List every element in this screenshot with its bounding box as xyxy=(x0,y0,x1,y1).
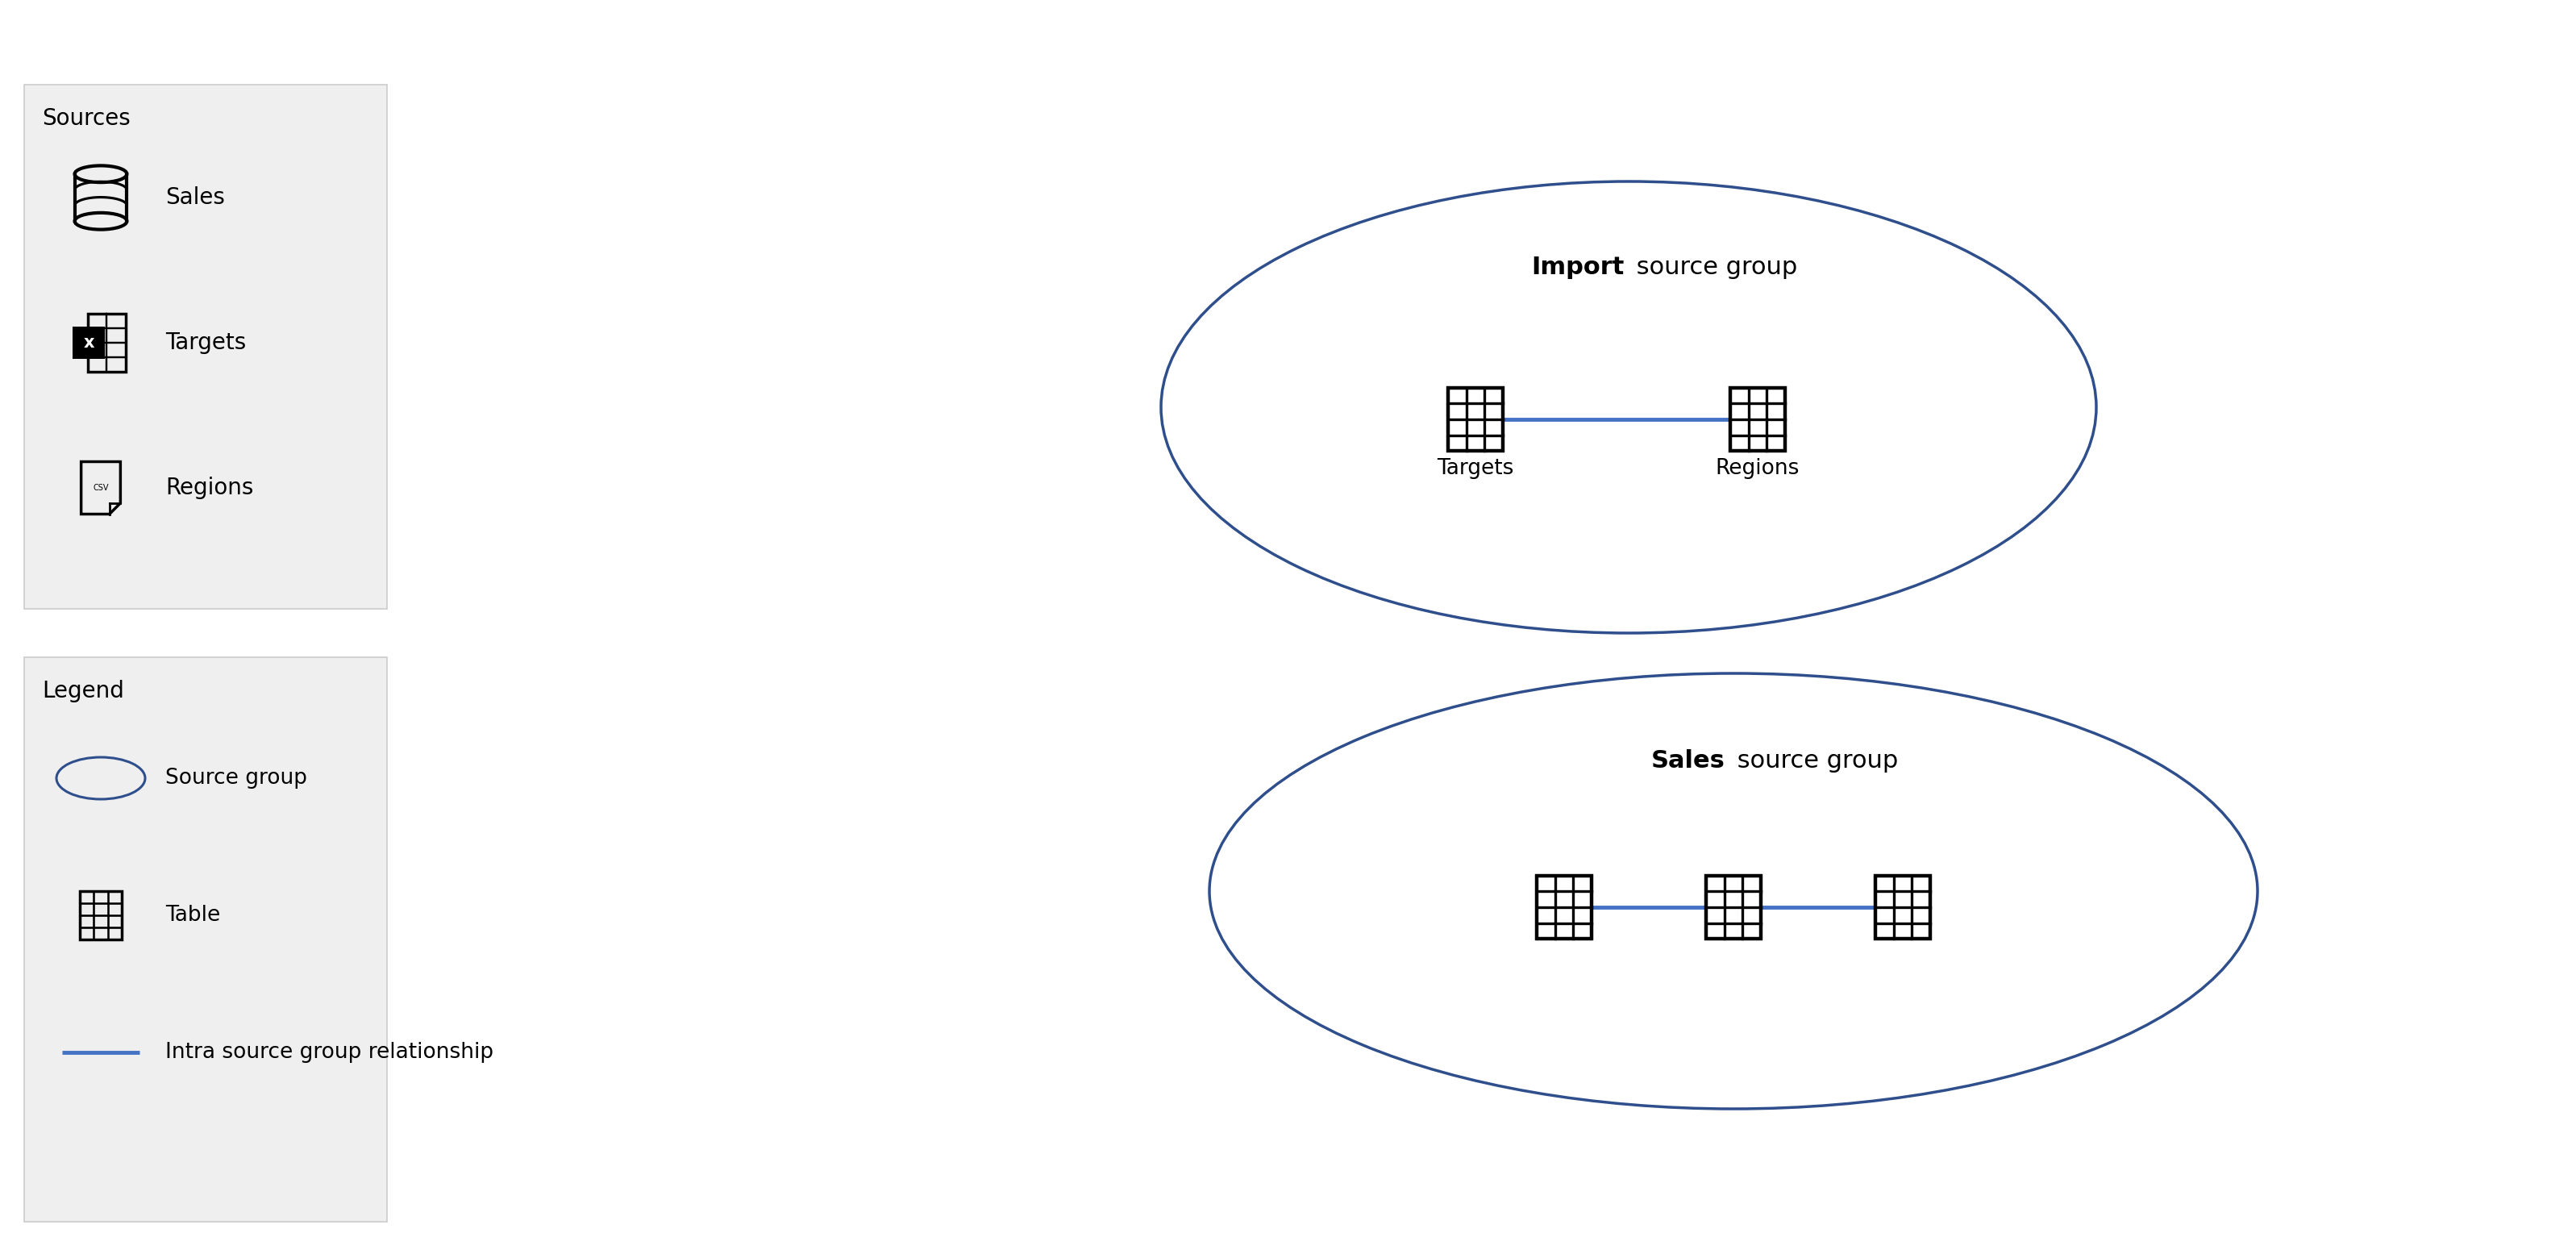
Text: Sales: Sales xyxy=(1651,749,1726,772)
FancyBboxPatch shape xyxy=(23,85,386,609)
Bar xyxy=(1875,875,1929,939)
Text: Regions: Regions xyxy=(1716,458,1801,479)
Text: Legend: Legend xyxy=(41,680,124,702)
Text: Sources: Sources xyxy=(41,108,131,130)
Bar xyxy=(1705,875,1762,939)
Text: Targets: Targets xyxy=(1437,458,1515,479)
Bar xyxy=(1538,875,1592,939)
Text: source group: source group xyxy=(1628,256,1798,278)
Text: Targets: Targets xyxy=(165,331,247,354)
Bar xyxy=(72,327,106,359)
Bar xyxy=(1731,387,1785,451)
Text: Intra source group relationship: Intra source group relationship xyxy=(165,1042,495,1063)
Text: Table: Table xyxy=(165,905,222,925)
Text: CSV: CSV xyxy=(93,484,108,492)
Text: Source group: Source group xyxy=(165,767,307,789)
Text: Sales: Sales xyxy=(165,187,224,209)
Text: Regions: Regions xyxy=(165,477,252,499)
Bar xyxy=(88,314,126,371)
Text: Import: Import xyxy=(1533,256,1625,278)
Text: x: x xyxy=(82,335,95,351)
Text: source group: source group xyxy=(1728,749,1899,772)
Bar xyxy=(1448,387,1502,451)
Bar xyxy=(80,892,121,939)
FancyBboxPatch shape xyxy=(23,657,386,1221)
